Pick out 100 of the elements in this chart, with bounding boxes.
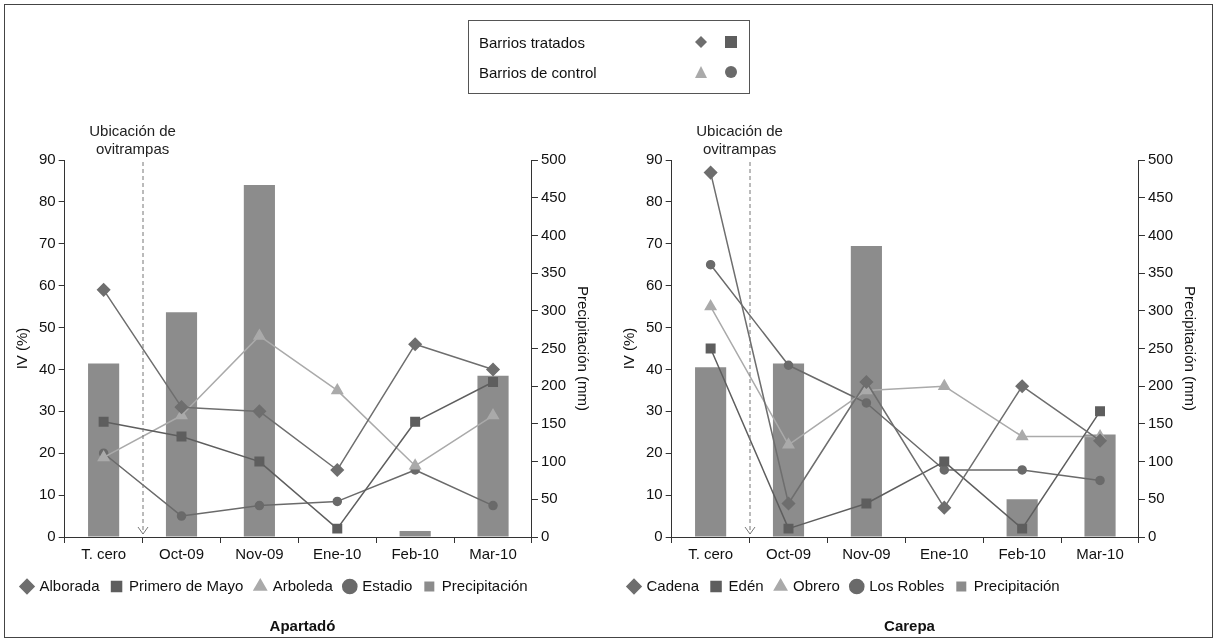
x-tick-label: Ene-10 xyxy=(313,545,362,563)
y-tick-label: 60 xyxy=(39,275,56,293)
point xyxy=(96,283,111,297)
point xyxy=(704,299,717,311)
point xyxy=(1017,523,1028,534)
y-tick-label: 50 xyxy=(646,317,663,335)
y2-tick-label: 300 xyxy=(1147,300,1173,318)
y2-tick-label: 50 xyxy=(1147,489,1165,507)
y2-axis-title: Precipitación (mm) xyxy=(1181,285,1199,412)
y-tick-label: 70 xyxy=(646,233,663,251)
y-tick-label: 80 xyxy=(646,192,663,210)
text: Carepa xyxy=(884,617,936,635)
point xyxy=(1016,429,1029,441)
x-tick-label: Oct-09 xyxy=(766,545,812,563)
point xyxy=(487,408,499,420)
y2-tick-label: 150 xyxy=(540,414,566,432)
legend-label: Precipitación xyxy=(973,576,1060,594)
y2-tick-label: 450 xyxy=(540,187,566,205)
point xyxy=(176,511,187,521)
bar xyxy=(88,363,120,537)
x-tick-label: Mar-10 xyxy=(1076,545,1124,563)
y-tick-label: 10 xyxy=(39,485,56,503)
y2-tick-label: 350 xyxy=(1147,263,1173,281)
y2-tick-label: 100 xyxy=(540,451,566,469)
y-axis-title: IV (%) xyxy=(620,327,638,370)
point xyxy=(938,379,951,390)
x-tick-label: Oct-09 xyxy=(159,545,205,563)
y2-tick-label: 0 xyxy=(1147,527,1157,545)
bar xyxy=(243,184,275,537)
y2-tick-label: 200 xyxy=(540,376,566,394)
point xyxy=(98,416,109,427)
point xyxy=(488,377,499,387)
bar xyxy=(477,375,509,537)
y2-tick-label: 0 xyxy=(540,527,550,545)
y-tick-label: 60 xyxy=(646,275,663,293)
point xyxy=(705,343,716,354)
point xyxy=(861,398,872,408)
point xyxy=(252,404,267,419)
point xyxy=(1093,433,1107,448)
point xyxy=(783,360,794,371)
y-tick-label: 50 xyxy=(39,317,56,335)
y2-tick-label: 150 xyxy=(1147,414,1173,432)
point xyxy=(1017,465,1027,475)
point xyxy=(939,456,950,467)
legend-label: Estadio xyxy=(362,576,413,594)
point xyxy=(174,400,189,414)
point xyxy=(861,498,872,509)
y-tick-label: 10 xyxy=(646,485,663,503)
y2-tick-label: 300 xyxy=(540,300,566,318)
point xyxy=(1095,406,1106,417)
point xyxy=(331,383,344,395)
y2-tick-label: 200 xyxy=(1147,376,1173,394)
legend-label: Edén xyxy=(728,576,764,594)
bar xyxy=(695,367,727,537)
point xyxy=(253,329,266,340)
y2-axis-title: Precipitación (mm) xyxy=(574,285,592,412)
y2-tick-label: 350 xyxy=(540,263,566,281)
point xyxy=(1095,475,1105,486)
y-tick-label: 90 xyxy=(646,150,663,168)
legend-label: Alborada xyxy=(39,576,101,594)
y-tick-label: 30 xyxy=(39,401,56,419)
y2-tick-label: 250 xyxy=(1147,338,1173,356)
marker-key-box: Barrios tratados Barrios de control xyxy=(468,20,750,94)
y-tick-label: 20 xyxy=(646,443,663,461)
x-tick-label: Nov-09 xyxy=(842,545,891,563)
point xyxy=(781,496,796,511)
point xyxy=(410,416,421,427)
x-tick-label: T. cero xyxy=(688,545,734,563)
point xyxy=(408,337,422,352)
legend-label: Arboleda xyxy=(272,576,334,594)
point xyxy=(332,523,343,534)
point xyxy=(486,362,500,377)
legend-label: Los Robles xyxy=(869,576,945,594)
text: Ubicación de ovitrampas xyxy=(696,122,783,158)
point xyxy=(703,165,718,180)
y-tick-label: 20 xyxy=(39,443,56,461)
y2-tick-label: 50 xyxy=(540,489,558,507)
y-tick-label: 40 xyxy=(646,359,663,377)
y2-tick-label: 500 xyxy=(540,150,566,168)
y-axis-title: IV (%) xyxy=(13,327,31,370)
point xyxy=(783,523,794,534)
legend-label: Obrero xyxy=(793,576,840,594)
point xyxy=(782,438,795,449)
bar xyxy=(165,312,198,537)
point xyxy=(937,500,952,515)
bar xyxy=(1084,434,1116,537)
point xyxy=(705,259,716,270)
x-tick-label: Ene-10 xyxy=(920,545,969,563)
x-tick-label: Feb-10 xyxy=(998,545,1046,563)
x-tick-label: Feb-10 xyxy=(391,545,439,563)
point xyxy=(330,463,345,477)
y2-tick-label: 400 xyxy=(1147,225,1173,243)
y-tick-label: 40 xyxy=(39,359,56,377)
point xyxy=(254,456,265,467)
point xyxy=(97,450,110,462)
y2-tick-label: 400 xyxy=(540,225,566,243)
y2-tick-label: 450 xyxy=(1147,187,1173,205)
point xyxy=(332,496,343,507)
x-tick-label: T. cero xyxy=(81,545,127,563)
bar xyxy=(850,245,882,537)
